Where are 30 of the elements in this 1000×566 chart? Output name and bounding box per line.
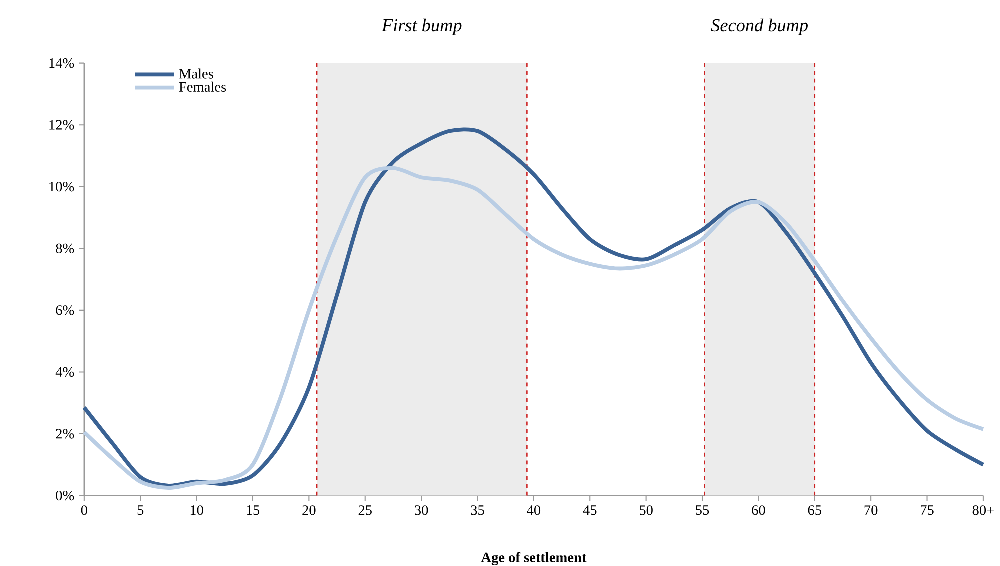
x-tick-label: 65 — [808, 506, 822, 516]
y-tick-label: 6% — [56, 306, 74, 316]
x-tick-label: 55 — [696, 506, 710, 516]
y-tick-label: 4% — [56, 367, 74, 378]
x-tick-label: 60 — [752, 506, 766, 516]
x-tick-label: 30 — [415, 506, 428, 516]
legend-label: Females — [179, 82, 226, 92]
x-tick-label: 70 — [864, 506, 878, 516]
x-tick-label: 75 — [921, 506, 934, 516]
y-tick-label: 14% — [50, 58, 74, 68]
y-tick-label: 8% — [56, 244, 74, 254]
x-tick-label: 0 — [81, 506, 88, 516]
x-tick-label: 45 — [583, 506, 597, 516]
x-tick-label: 5 — [138, 506, 144, 516]
legend-label: Males — [179, 68, 214, 79]
x-tick-label: 25 — [358, 506, 372, 516]
x-tick-label: 40 — [527, 506, 541, 516]
band-label: Second bump — [711, 18, 808, 36]
y-tick-label: 2% — [56, 429, 74, 439]
y-tick-label: 0% — [56, 490, 74, 501]
y-tick-label: 10% — [50, 182, 74, 192]
x-tick-label: 35 — [471, 506, 484, 516]
band-label: First bump — [382, 18, 462, 36]
x-tick-label: 80+ — [972, 506, 994, 516]
x-tick-label: 15 — [247, 506, 260, 516]
x-axis-title: Age of settlement — [481, 552, 587, 566]
x-tick-label: 50 — [640, 506, 653, 516]
x-tick-label: 10 — [190, 506, 204, 516]
x-tick-label: 20 — [302, 506, 316, 516]
y-tick-label: 12% — [50, 120, 74, 130]
